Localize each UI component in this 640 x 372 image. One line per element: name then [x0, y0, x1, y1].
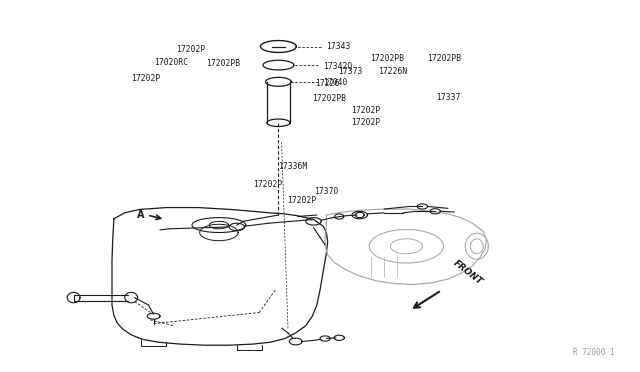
- Text: 17202P: 17202P: [287, 196, 316, 205]
- Text: 17202PB: 17202PB: [370, 54, 404, 63]
- Text: 17202PB: 17202PB: [206, 60, 240, 68]
- Text: 17336M: 17336M: [278, 162, 308, 171]
- Text: FRONT: FRONT: [451, 258, 484, 286]
- Text: 17373: 17373: [338, 67, 362, 76]
- Text: 17337: 17337: [436, 93, 461, 102]
- Text: R 72000 1: R 72000 1: [573, 348, 614, 357]
- Text: 17342Q: 17342Q: [323, 62, 353, 71]
- Text: A: A: [136, 210, 144, 219]
- Text: 17202P: 17202P: [176, 45, 205, 54]
- Text: 17202P: 17202P: [253, 180, 282, 189]
- Text: 17226N: 17226N: [378, 67, 407, 76]
- Text: 17226: 17226: [315, 79, 339, 88]
- Text: 17040: 17040: [323, 78, 348, 87]
- Text: 17343: 17343: [326, 42, 351, 51]
- Text: 17202PB: 17202PB: [312, 94, 346, 103]
- Text: 17020RC: 17020RC: [154, 58, 188, 67]
- Text: 17202P: 17202P: [351, 106, 380, 115]
- Text: 17370: 17370: [314, 187, 338, 196]
- Text: 17202P: 17202P: [131, 74, 161, 83]
- Text: 17202P: 17202P: [351, 118, 380, 126]
- Text: 17202PB: 17202PB: [428, 54, 461, 63]
